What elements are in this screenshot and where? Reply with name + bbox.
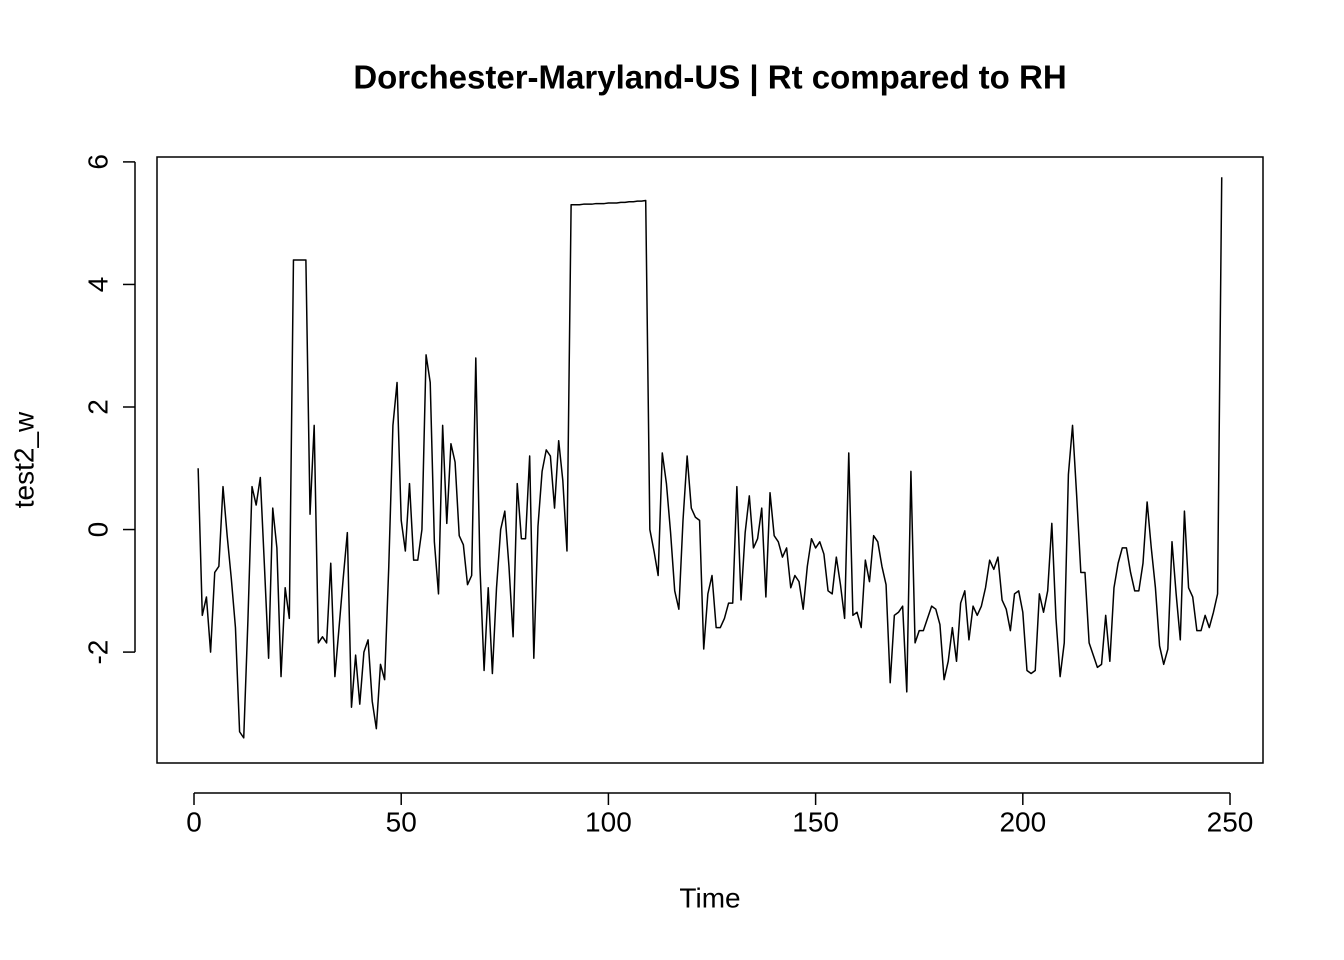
x-tick-label: 200 (999, 806, 1046, 837)
chart-title: Dorchester-Maryland-US | Rt compared to … (353, 59, 1066, 96)
series-line (197, 177, 1223, 739)
y-tick-label: 6 (82, 154, 113, 170)
x-tick-label: 100 (585, 806, 632, 837)
y-axis-label: test2_w (8, 411, 39, 508)
x-tick-label: 250 (1207, 806, 1254, 837)
y-tick-label: 0 (82, 522, 113, 538)
x-tick-label: 0 (186, 806, 202, 837)
plot-box (156, 156, 1264, 764)
y-tick-label: 4 (82, 277, 113, 293)
x-tick-label: 50 (386, 806, 417, 837)
y-tick-label: -2 (82, 640, 113, 665)
y-tick-label: 2 (82, 399, 113, 415)
x-tick-label: 150 (792, 806, 839, 837)
x-axis-label: Time (679, 882, 740, 913)
